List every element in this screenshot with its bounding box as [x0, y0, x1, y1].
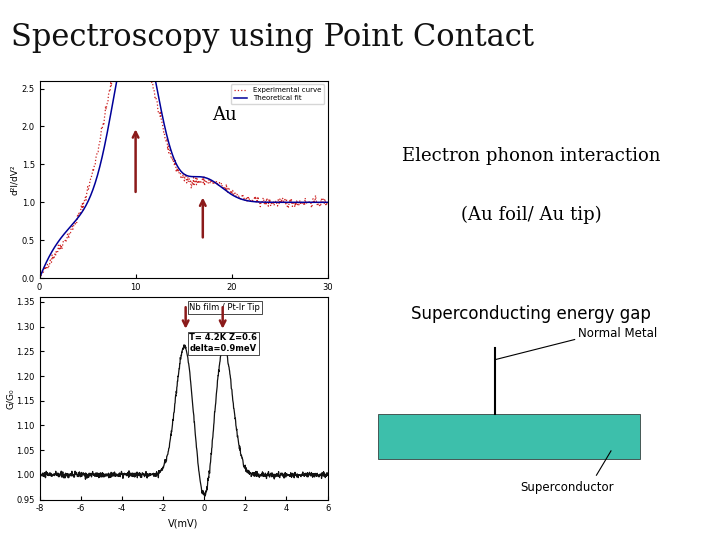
Theoretical fit — [192, 173, 201, 180]
Experimental curve — [37, 272, 45, 279]
Theoretical fit — [317, 199, 325, 206]
Experimental curve — [323, 202, 332, 209]
Experimental curve — [176, 169, 184, 176]
Text: T= 4.2K Z=0.6
delta=0.9meV: T= 4.2K Z=0.6 delta=0.9meV — [189, 333, 257, 353]
Y-axis label: d²I/dV²: d²I/dV² — [10, 164, 19, 195]
Line: Experimental curve: Experimental curve — [40, 22, 328, 275]
Experimental curve — [193, 176, 202, 182]
Theoretical fit — [323, 199, 332, 206]
Theoretical fit — [207, 177, 216, 184]
Experimental curve — [174, 165, 182, 172]
Experimental curve — [318, 197, 326, 204]
Theoretical fit — [175, 166, 184, 172]
Text: Spectroscopy using Point Contact: Spectroscopy using Point Contact — [11, 22, 534, 52]
Theoretical fit — [173, 163, 181, 170]
Text: Normal Metal: Normal Metal — [578, 327, 657, 340]
Text: Superconducting energy gap: Superconducting energy gap — [411, 305, 651, 323]
Y-axis label: G/G₀: G/G₀ — [6, 388, 15, 409]
X-axis label: V(mV): V(mV) — [168, 519, 199, 529]
Text: Au: Au — [212, 106, 237, 124]
Bar — [378, 415, 640, 459]
Experimental curve — [273, 202, 282, 208]
Text: Nb film / Pt-Ir Tip: Nb film / Pt-Ir Tip — [189, 303, 260, 312]
Experimental curve — [208, 178, 217, 184]
Theoretical fit — [132, 12, 140, 19]
Text: Superconductor: Superconductor — [521, 481, 614, 494]
Experimental curve — [36, 272, 45, 279]
Experimental curve — [126, 18, 135, 25]
Text: Electron phonon interaction: Electron phonon interaction — [402, 147, 660, 165]
Text: (Au foil/ Au tip): (Au foil/ Au tip) — [461, 206, 601, 224]
X-axis label: V ( mV): V ( mV) — [166, 298, 202, 307]
Line: Theoretical fit: Theoretical fit — [40, 16, 328, 275]
Theoretical fit — [272, 199, 281, 206]
Legend: Experimental curve, Theoretical fit: Experimental curve, Theoretical fit — [230, 84, 324, 104]
Theoretical fit — [36, 272, 45, 279]
